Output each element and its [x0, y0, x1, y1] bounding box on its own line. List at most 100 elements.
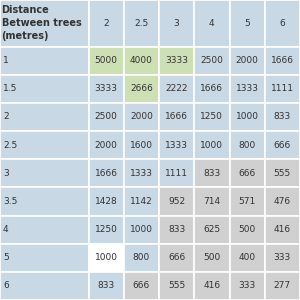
Bar	[124, 272, 159, 300]
Bar	[159, 272, 194, 300]
Bar	[159, 159, 194, 187]
Bar	[124, 0, 159, 46]
Bar	[265, 215, 300, 244]
Bar	[194, 215, 230, 244]
Text: 1600: 1600	[130, 141, 153, 150]
Bar	[230, 46, 265, 75]
Text: 1333: 1333	[165, 141, 188, 150]
Bar	[0, 215, 88, 244]
Text: 4000: 4000	[130, 56, 153, 65]
Bar	[124, 46, 159, 75]
Text: 2666: 2666	[130, 84, 153, 93]
Text: 3333: 3333	[165, 56, 188, 65]
Bar	[230, 244, 265, 272]
Text: 1142: 1142	[130, 197, 153, 206]
Text: 666: 666	[238, 169, 256, 178]
Text: 555: 555	[168, 281, 185, 290]
Text: 500: 500	[238, 225, 256, 234]
Text: 416: 416	[203, 281, 220, 290]
Bar	[159, 46, 194, 75]
Text: 1250: 1250	[95, 225, 118, 234]
Bar	[230, 75, 265, 103]
Text: 952: 952	[168, 197, 185, 206]
Text: 2500: 2500	[200, 56, 223, 65]
Text: Distance
Between trees
(metres): Distance Between trees (metres)	[2, 5, 81, 41]
Bar	[265, 272, 300, 300]
Bar	[0, 187, 88, 215]
Bar	[265, 187, 300, 215]
Text: 1666: 1666	[200, 84, 224, 93]
Text: 2: 2	[3, 112, 9, 122]
Text: 1111: 1111	[165, 169, 188, 178]
Text: 333: 333	[238, 281, 256, 290]
Bar	[230, 272, 265, 300]
Text: 5: 5	[3, 253, 9, 262]
Bar	[124, 159, 159, 187]
Text: 476: 476	[274, 197, 291, 206]
Text: 666: 666	[168, 253, 185, 262]
Bar	[159, 0, 194, 46]
Bar	[0, 159, 88, 187]
Bar	[88, 0, 124, 46]
Bar	[230, 103, 265, 131]
Text: 1000: 1000	[94, 253, 118, 262]
Text: 1333: 1333	[130, 169, 153, 178]
Bar	[124, 187, 159, 215]
Text: 800: 800	[238, 141, 256, 150]
Bar	[0, 75, 88, 103]
Bar	[230, 159, 265, 187]
Bar	[265, 103, 300, 131]
Bar	[0, 244, 88, 272]
Text: 1: 1	[3, 56, 9, 65]
Text: 1111: 1111	[271, 84, 294, 93]
Bar	[230, 187, 265, 215]
Text: 5000: 5000	[94, 56, 118, 65]
Bar	[265, 75, 300, 103]
Text: 833: 833	[98, 281, 115, 290]
Text: 666: 666	[133, 281, 150, 290]
Text: 333: 333	[274, 253, 291, 262]
Text: 833: 833	[274, 112, 291, 122]
Bar	[230, 0, 265, 46]
Bar	[88, 46, 124, 75]
Text: 2222: 2222	[165, 84, 188, 93]
Bar	[230, 215, 265, 244]
Bar	[88, 187, 124, 215]
Text: 1333: 1333	[236, 84, 259, 93]
Bar	[124, 215, 159, 244]
Bar	[194, 244, 230, 272]
Text: 2000: 2000	[95, 141, 118, 150]
Text: 4: 4	[209, 19, 215, 28]
Bar	[159, 131, 194, 159]
Bar	[88, 131, 124, 159]
Bar	[194, 272, 230, 300]
Text: 1666: 1666	[271, 56, 294, 65]
Bar	[265, 0, 300, 46]
Text: 416: 416	[274, 225, 291, 234]
Text: 1000: 1000	[236, 112, 259, 122]
Bar	[0, 103, 88, 131]
Text: 6: 6	[3, 281, 9, 290]
Bar	[0, 46, 88, 75]
Bar	[124, 244, 159, 272]
Text: 2500: 2500	[95, 112, 118, 122]
Text: 833: 833	[168, 225, 185, 234]
Text: 1250: 1250	[200, 112, 223, 122]
Bar	[194, 75, 230, 103]
Bar	[0, 131, 88, 159]
Bar	[194, 103, 230, 131]
Text: 2.5: 2.5	[134, 19, 148, 28]
Bar	[88, 215, 124, 244]
Bar	[230, 131, 265, 159]
Text: 3: 3	[174, 19, 179, 28]
Bar	[88, 244, 124, 272]
Bar	[0, 272, 88, 300]
Text: 666: 666	[274, 141, 291, 150]
Text: 5: 5	[244, 19, 250, 28]
Bar	[88, 272, 124, 300]
Text: 3: 3	[3, 169, 9, 178]
Text: 2: 2	[103, 19, 109, 28]
Text: 4: 4	[3, 225, 9, 234]
Text: 277: 277	[274, 281, 291, 290]
Bar	[124, 103, 159, 131]
